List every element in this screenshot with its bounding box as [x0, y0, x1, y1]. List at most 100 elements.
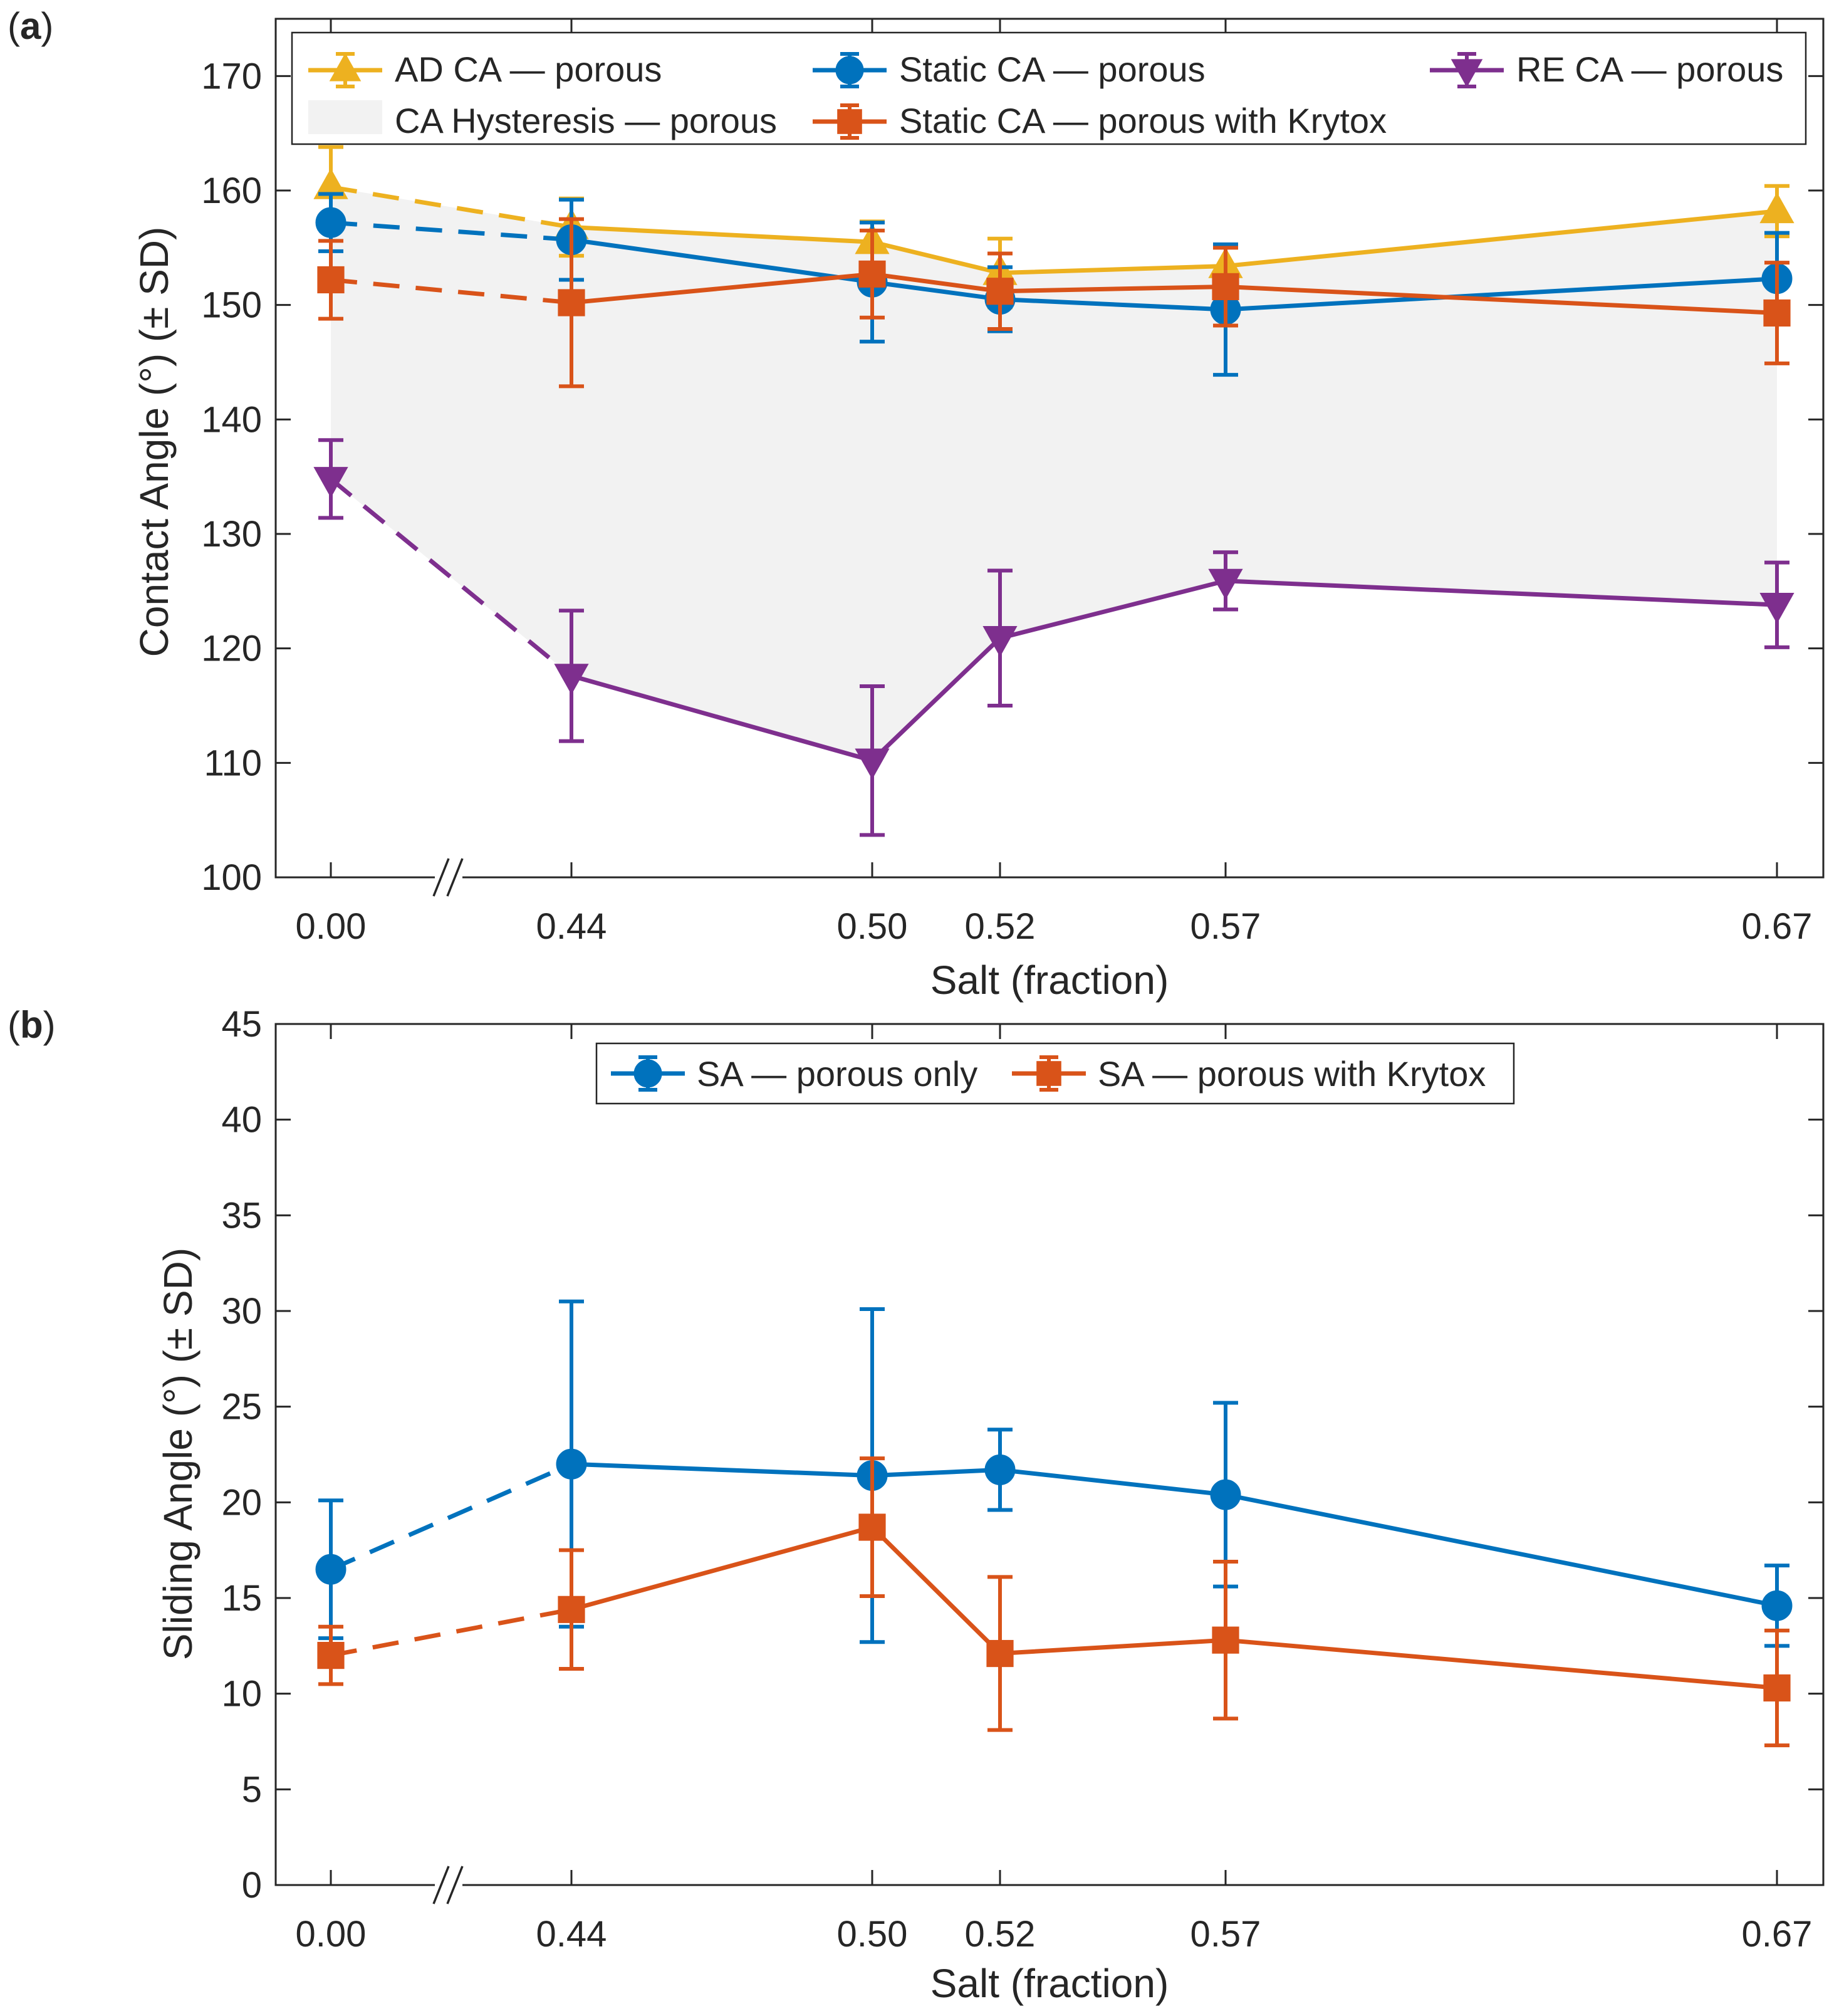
marker-ad-ca-porous-5 [1759, 192, 1795, 224]
marker-sa-porous-with-krytox-3 [986, 1639, 1014, 1668]
legend-re-ca-label: RE CA — porous [1516, 50, 1783, 89]
ytick-label-140: 140 [201, 399, 262, 440]
xtick-label-0.52: 0.52 [965, 1914, 1036, 1955]
panel-a-label: (a) [8, 5, 53, 47]
marker-static-ca-porous-0 [315, 207, 346, 238]
ytick-label-150: 150 [201, 285, 262, 326]
marker-static-ca-porous-with-krytox-4 [1212, 273, 1239, 301]
xtick-label-0.50: 0.50 [837, 906, 908, 947]
panel-b-ylabel: Sliding Angle (°) (± SD) [155, 1248, 201, 1660]
marker-sa-porous-with-krytox-2 [858, 1513, 886, 1541]
panel-b-axis-break: // [432, 1860, 464, 1910]
legend-entry-static-ca-krytox: Static CA — porous with Krytox [813, 101, 1387, 140]
xtick-label-0.67: 0.67 [1742, 906, 1813, 947]
xtick-label-0.00: 0.00 [296, 906, 367, 947]
ca-hysteresis-area [331, 187, 1777, 761]
marker-re-ca-porous-4 [1208, 568, 1243, 600]
marker-re-ca-porous-3 [982, 626, 1018, 657]
legend-swatch-marker [633, 1059, 662, 1088]
panel-b-label: (b) [8, 1004, 56, 1046]
legend-swatch-marker [1451, 59, 1483, 88]
panel-a-contact-angle-chart: (a) // 100 110 120 130 140 150 160 170 0.00 0.44 0… [8, 5, 1825, 1003]
panel-b-plot-frame [274, 1023, 1825, 1886]
marker-sa-porous-only-0 [315, 1554, 346, 1585]
panel-b-xlabel: Salt (fraction) [930, 1961, 1169, 2006]
ytick-label-120: 120 [201, 629, 262, 669]
ytick-label-25: 25 [221, 1387, 262, 1428]
marker-sa-porous-with-krytox-0 [317, 1642, 345, 1669]
ytick-label-110: 110 [204, 743, 262, 783]
ytick-label-45: 45 [221, 1004, 262, 1045]
panel-b-plot-area [276, 1024, 1823, 1885]
panel-a-series [313, 145, 1795, 837]
marker-sa-porous-with-krytox-1 [558, 1596, 585, 1623]
ytick-label-10: 10 [221, 1674, 262, 1715]
panel-a-ylabel: Contact Angle (°) (± SD) [132, 227, 177, 657]
axis-break-slash-left [432, 858, 450, 897]
legend-swatch-marker [329, 53, 362, 81]
xtick-label-0.50: 0.50 [837, 1914, 908, 1955]
panel-a-legend-box [291, 31, 1807, 145]
legend-entry-ad-ca: AD CA — porous [308, 50, 662, 89]
marker-ad-ca-porous-0 [313, 168, 348, 199]
series-static-ca-porous-with-krytox [317, 217, 1791, 389]
legend-entry-static-ca: Static CA — porous [813, 50, 1206, 89]
ytick-label-130: 130 [201, 514, 262, 555]
marker-re-ca-porous-2 [855, 748, 890, 780]
legend-swatch-marker [1036, 1061, 1061, 1086]
marker-sa-porous-only-4 [1210, 1479, 1241, 1510]
marker-static-ca-porous-with-krytox-0 [317, 266, 345, 294]
xtick-label-0.57: 0.57 [1190, 1914, 1261, 1955]
ytick-label-30: 30 [221, 1291, 262, 1332]
panel-b-series [315, 1299, 1793, 1748]
ytick-label-5: 5 [242, 1769, 262, 1810]
legend-ca-hysteresis-swatch [308, 100, 382, 134]
ytick-label-20: 20 [221, 1482, 262, 1523]
panel-a-plot-frame [274, 18, 1825, 879]
legend-ad-ca-swatch [308, 52, 382, 88]
legend-entry-ca-hysteresis: CA Hysteresis — porous [308, 100, 777, 140]
panel-a-xlabel: Salt (fraction) [930, 958, 1169, 1003]
ytick-label-0: 0 [242, 1865, 262, 1906]
panel-b-legend: SA — porous only SA — porous with Krytox [595, 1042, 1515, 1105]
panel-b-tick-labels: 0 5 10 15 20 25 30 35 40 45 0.00 0.44 0.50 0.52 0.57 0.… [221, 1004, 1812, 1955]
xtick-label-0.44: 0.44 [536, 906, 607, 947]
series-sa-porous-only [315, 1299, 1793, 1648]
marker-sa-porous-with-krytox-5 [1763, 1674, 1791, 1702]
legend-ca-hysteresis-label: CA Hysteresis — porous [395, 101, 777, 140]
marker-static-ca-porous-with-krytox-2 [858, 260, 886, 288]
marker-sa-porous-only-3 [984, 1454, 1016, 1485]
panel-a-legend: AD CA — porous Static CA — porous RE CA … [291, 31, 1807, 145]
legend-entry-sa-krytox: SA — porous with Krytox [1012, 1054, 1486, 1094]
legend-sa-porous-label: SA — porous only [697, 1054, 977, 1094]
series-line-dashed-re-ca-porous [329, 477, 573, 678]
ytick-label-40: 40 [221, 1100, 262, 1141]
legend-swatch-marker [837, 109, 862, 134]
axis-break-slash-left [432, 1866, 450, 1904]
xtick-label-0.44: 0.44 [536, 1914, 607, 1955]
marker-sa-porous-only-5 [1761, 1590, 1793, 1621]
ytick-label-35: 35 [221, 1195, 262, 1236]
xtick-label-0.00: 0.00 [296, 1914, 367, 1955]
ytick-label-160: 160 [201, 170, 262, 211]
legend-static-ca-krytox-label: Static CA — porous with Krytox [899, 101, 1387, 140]
xtick-label-0.52: 0.52 [965, 906, 1036, 947]
legend-sa-porous-swatch [611, 1055, 685, 1092]
legend-ad-ca-label: AD CA — porous [395, 50, 662, 89]
legend-swatch-marker [835, 56, 864, 85]
axis-break-slash-right [446, 1866, 464, 1904]
legend-entry-re-ca: RE CA — porous [1430, 50, 1783, 89]
legend-sa-krytox-swatch [1012, 1055, 1086, 1092]
marker-re-ca-porous-0 [313, 467, 348, 498]
ytick-label-170: 170 [201, 56, 262, 97]
marker-re-ca-porous-1 [554, 664, 589, 695]
legend-static-ca-label: Static CA — porous [899, 50, 1206, 89]
series-re-ca-porous [313, 438, 1795, 837]
ytick-label-100: 100 [201, 857, 262, 898]
ca-hysteresis-region [331, 187, 1777, 761]
axis-break-slash-right [446, 858, 464, 897]
legend-re-ca-swatch [1430, 52, 1504, 88]
legend-sa-krytox-label: SA — porous with Krytox [1098, 1054, 1486, 1094]
